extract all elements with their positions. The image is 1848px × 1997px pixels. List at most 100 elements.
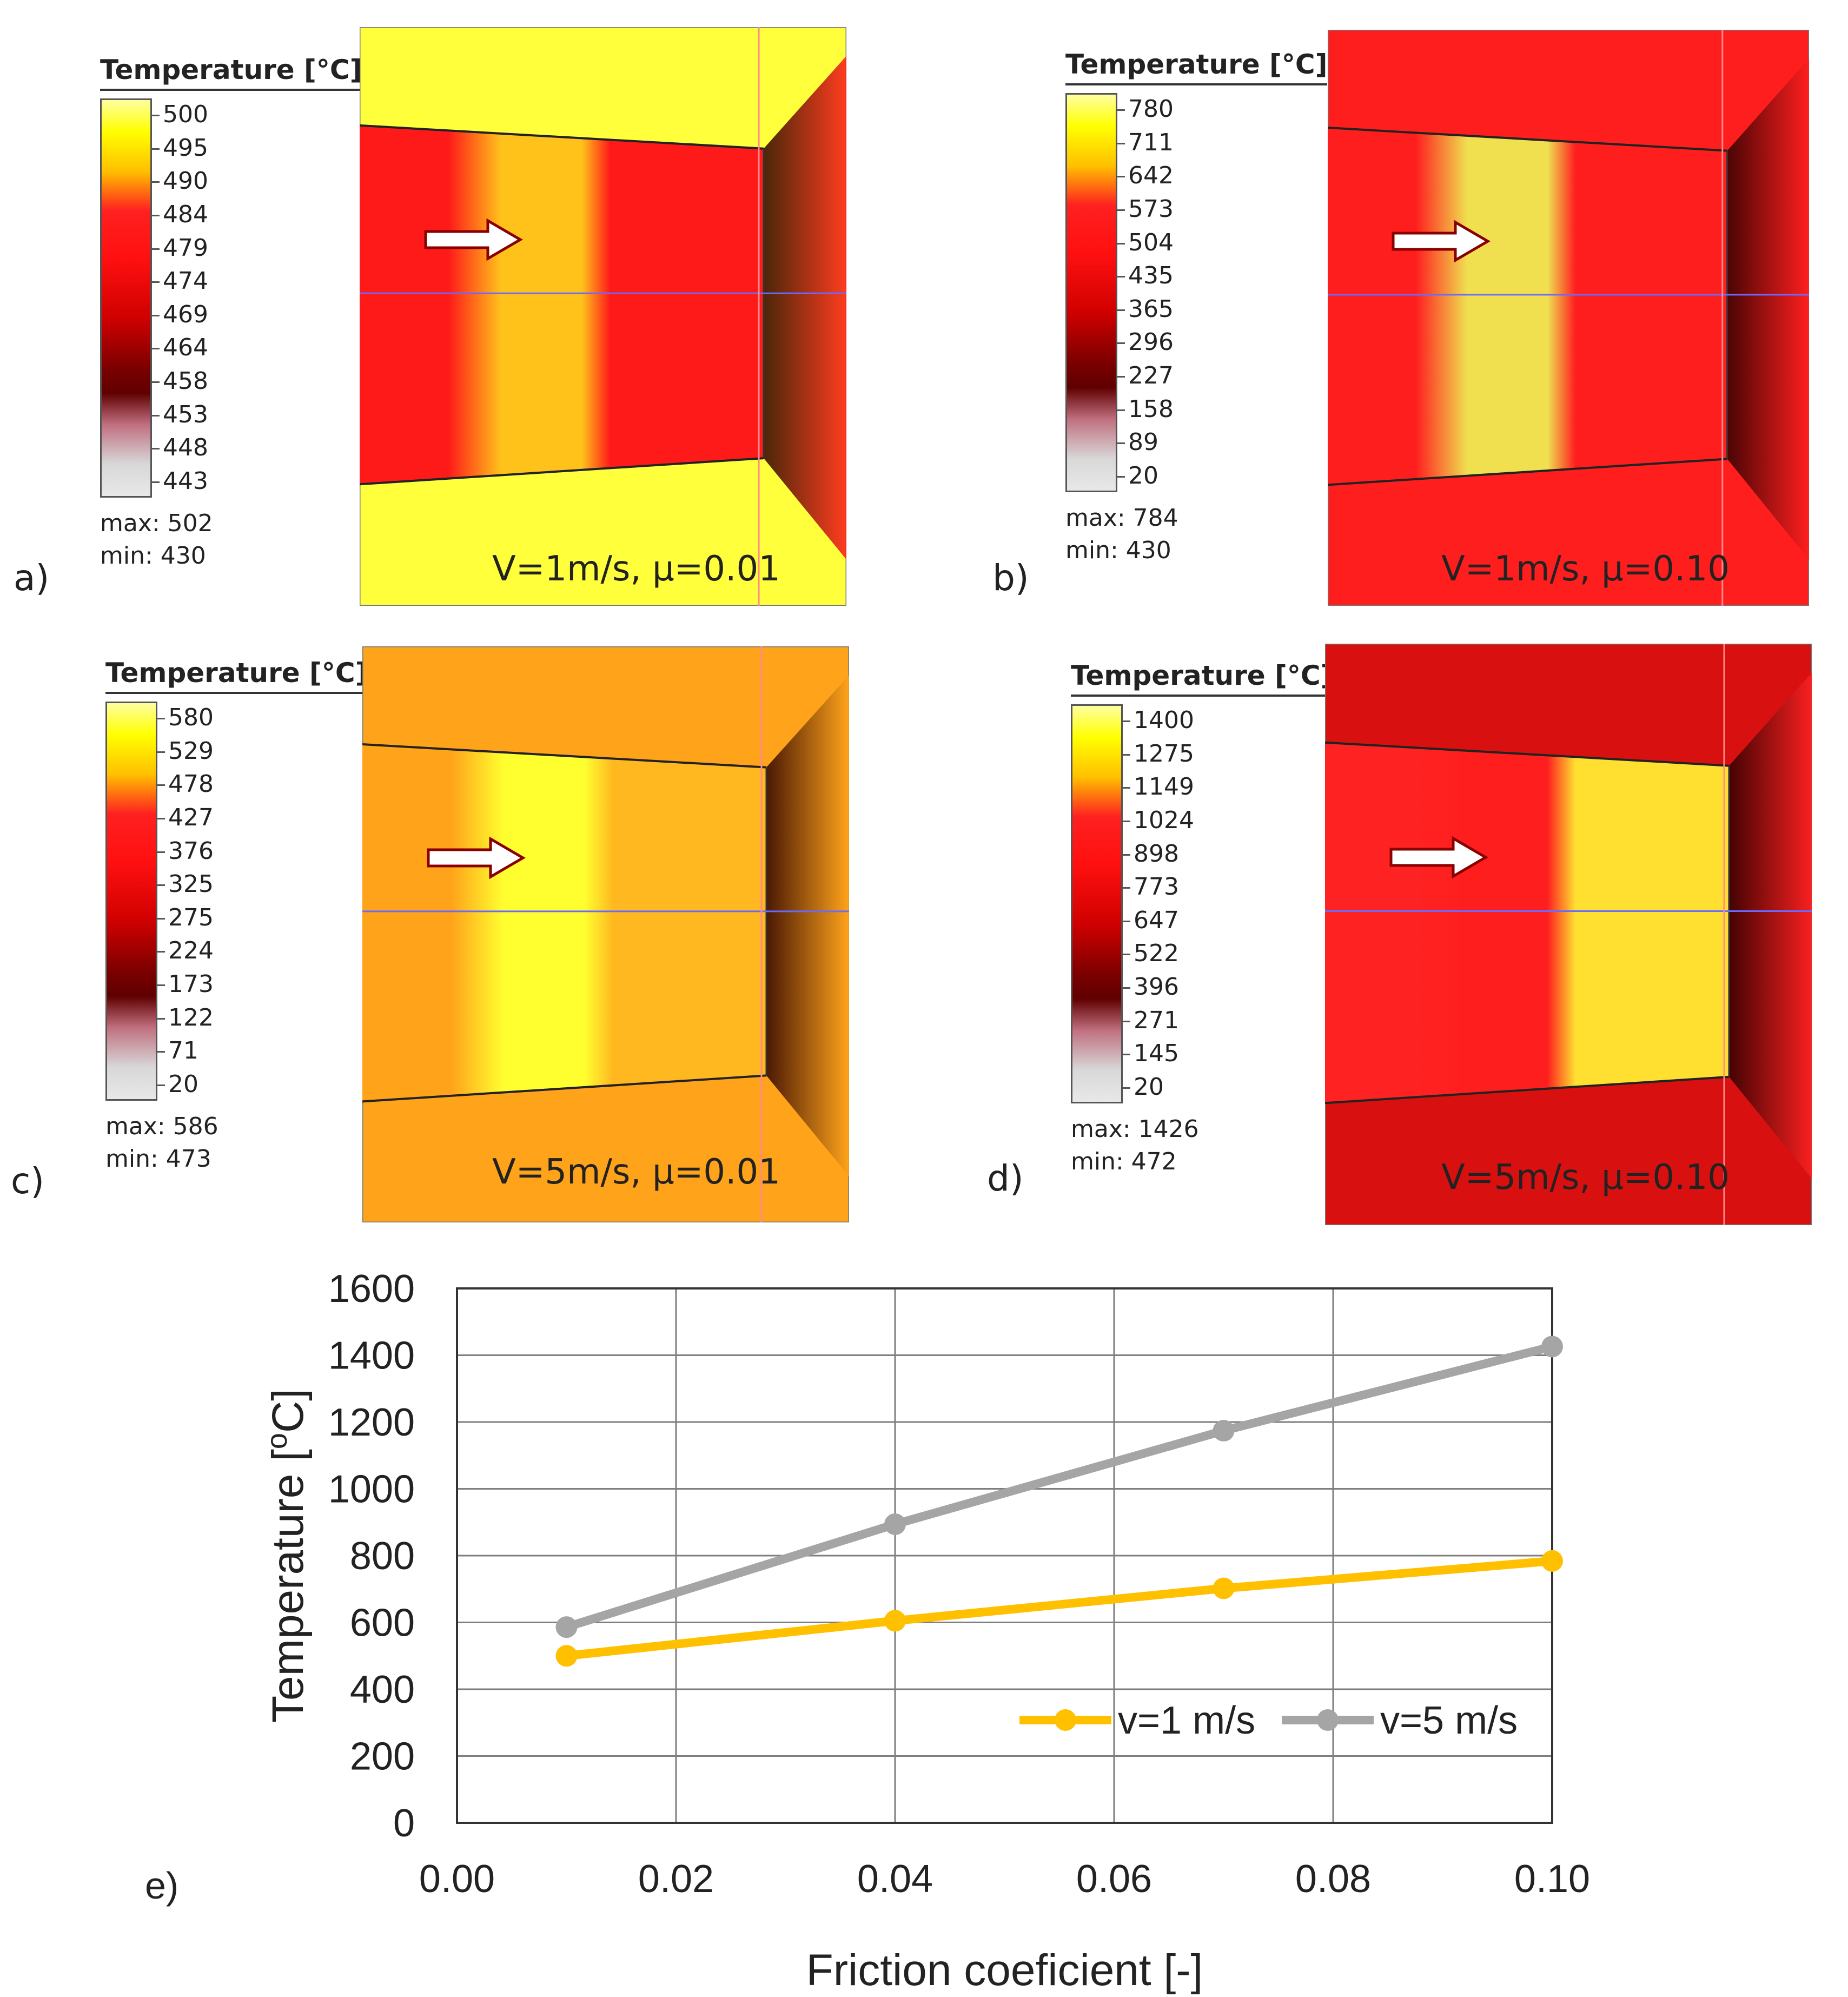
- panel-label-e: e): [145, 1864, 178, 1907]
- chart-svg: e) 0 200 400 600 800 1000 1200 1400 1600 0.00 0.02 0…: [145, 1267, 1590, 1995]
- y-tick-label: 1400: [328, 1334, 415, 1378]
- legend-tick-label: 522: [1123, 940, 1179, 968]
- legend-tick-label: 1400: [1123, 706, 1194, 734]
- legend-title: Temperature [°C]: [100, 54, 362, 91]
- legend-tick-label: 500: [152, 101, 208, 128]
- legend-tick-label: 427: [157, 803, 214, 831]
- legend-swatch-marker: [1317, 1709, 1339, 1731]
- legend-ticks: 580 529 478 427 376 325 275 224 173 122 71 20: [157, 702, 298, 1101]
- exit-cone: [764, 56, 846, 560]
- data-point: [555, 1616, 578, 1638]
- legend-entry: v=5 m/s: [1380, 1699, 1518, 1742]
- legend-ticks: 780 711 642 573 504 435 365 296 227 158 89 20: [1117, 93, 1258, 492]
- legend-tick-label: 453: [152, 400, 208, 428]
- legend-title: Temperature [°C]: [1065, 49, 1328, 85]
- legend-color-bar: [105, 702, 157, 1101]
- legend-tick-label: 469: [152, 300, 208, 328]
- y-axis-title: Temperature [oC]: [261, 1388, 313, 1723]
- y-tick-label: 0: [393, 1802, 415, 1845]
- legend-tick-label: 474: [152, 267, 208, 295]
- y-tick-label: 1200: [328, 1401, 415, 1444]
- legend-tick-label: 20: [1117, 462, 1158, 490]
- y-tick-label: 200: [350, 1735, 415, 1778]
- legend-tick-label: 20: [157, 1070, 198, 1098]
- lower-die-edge: [1325, 1075, 1730, 1105]
- panel-label-a: a): [14, 557, 50, 599]
- panel-caption: V=5m/s, μ=0.01: [492, 1152, 780, 1192]
- die-channel: [1328, 128, 1727, 485]
- legend-tick-label: 1024: [1123, 806, 1194, 834]
- legend-min: min: 473: [105, 1145, 211, 1173]
- data-point: [555, 1645, 578, 1667]
- die-channel: [360, 125, 764, 485]
- simulation-view-b: [1328, 30, 1809, 606]
- legend-ticks: 1400 1275 1149 1024 898 773 647 522 396 271 145 20: [1123, 704, 1263, 1103]
- legend-tick-label: 376: [157, 837, 214, 865]
- x-tick-label: 0.04: [857, 1857, 933, 1901]
- legend-tick-label: 478: [157, 770, 214, 798]
- legend-max: max: 784: [1065, 504, 1178, 532]
- legend-tick-label: 490: [152, 167, 208, 195]
- x-axis-title: Friction coeficient [-]: [806, 1946, 1203, 1995]
- lower-die-edge: [1328, 458, 1727, 486]
- legend-tick-label: 711: [1117, 128, 1174, 156]
- legend-tick-label: 396: [1123, 973, 1179, 1001]
- upper-die-edge: [1328, 127, 1727, 152]
- simulation-svg: [1325, 644, 1812, 1225]
- simulation-svg: [360, 27, 846, 606]
- legend-tick-label: 464: [152, 334, 208, 362]
- data-point: [1541, 1335, 1563, 1358]
- legend-color-bar: [1071, 704, 1123, 1103]
- data-point: [884, 1610, 906, 1632]
- legend-tick-label: 325: [157, 870, 214, 898]
- upper-die-edge: [362, 743, 767, 769]
- y-tick-label: 800: [350, 1535, 415, 1578]
- y-tick-label: 600: [350, 1602, 415, 1645]
- legend-tick-label: 1275: [1123, 739, 1194, 768]
- legend-tick-label: 479: [152, 234, 208, 262]
- panel-caption: V=5m/s, μ=0.10: [1441, 1158, 1730, 1198]
- simulation-view-c: [362, 646, 849, 1222]
- legend-color-bar: [100, 98, 152, 498]
- y-tick-label: 400: [350, 1668, 415, 1711]
- x-tick-label: 0.00: [419, 1857, 495, 1901]
- exit-cone: [1729, 672, 1812, 1179]
- legend-tick-label: 71: [157, 1037, 198, 1065]
- legend-tick-label: 504: [1117, 228, 1174, 256]
- data-point: [1541, 1550, 1563, 1572]
- x-tick-label: 0.10: [1514, 1857, 1590, 1901]
- die-channel: [1325, 742, 1729, 1103]
- legend-tick-label: 145: [1123, 1040, 1179, 1068]
- legend-max: max: 1426: [1071, 1115, 1199, 1143]
- legend-tick-label: 89: [1117, 428, 1158, 457]
- legend-color-bar: [1065, 93, 1117, 492]
- exit-cone: [1727, 58, 1809, 560]
- simulation-svg: [1328, 30, 1809, 606]
- flow-direction-arrow-icon: [426, 836, 528, 882]
- legend-tick-label: 495: [152, 134, 208, 162]
- legend-tick-label: 271: [1123, 1006, 1179, 1034]
- legend-min: min: 430: [1065, 537, 1171, 564]
- legend-tick-label: 296: [1117, 328, 1174, 356]
- legend-tick-label: 773: [1123, 873, 1179, 901]
- panel-label-b: b): [992, 557, 1029, 599]
- legend-max: max: 502: [100, 510, 213, 537]
- y-tick-label: 1600: [328, 1267, 415, 1311]
- legend-tick-label: 573: [1117, 195, 1174, 223]
- legend-ticks: 500 495 490 484 479 474 469 464 458 453 448 443: [152, 98, 293, 498]
- legend-entry: v=1 m/s: [1118, 1699, 1255, 1742]
- legend-tick-label: 529: [157, 737, 214, 765]
- legend-tick-label: 224: [157, 937, 214, 965]
- legend-tick-label: 647: [1123, 906, 1179, 934]
- legend-tick-label: 458: [152, 367, 208, 395]
- exit-cone: [766, 675, 849, 1176]
- legend-max: max: 586: [105, 1113, 218, 1140]
- die-channel: [362, 744, 766, 1102]
- legend-tick-label: 173: [157, 970, 214, 998]
- legend-tick-label: 227: [1117, 362, 1174, 390]
- x-tick-label: 0.06: [1076, 1857, 1152, 1901]
- flow-direction-arrow-icon: [1388, 836, 1491, 881]
- series-line-2: [565, 1342, 1553, 1631]
- legend-title: Temperature [°C]: [1071, 660, 1333, 697]
- x-tick-label: 0.02: [638, 1857, 714, 1901]
